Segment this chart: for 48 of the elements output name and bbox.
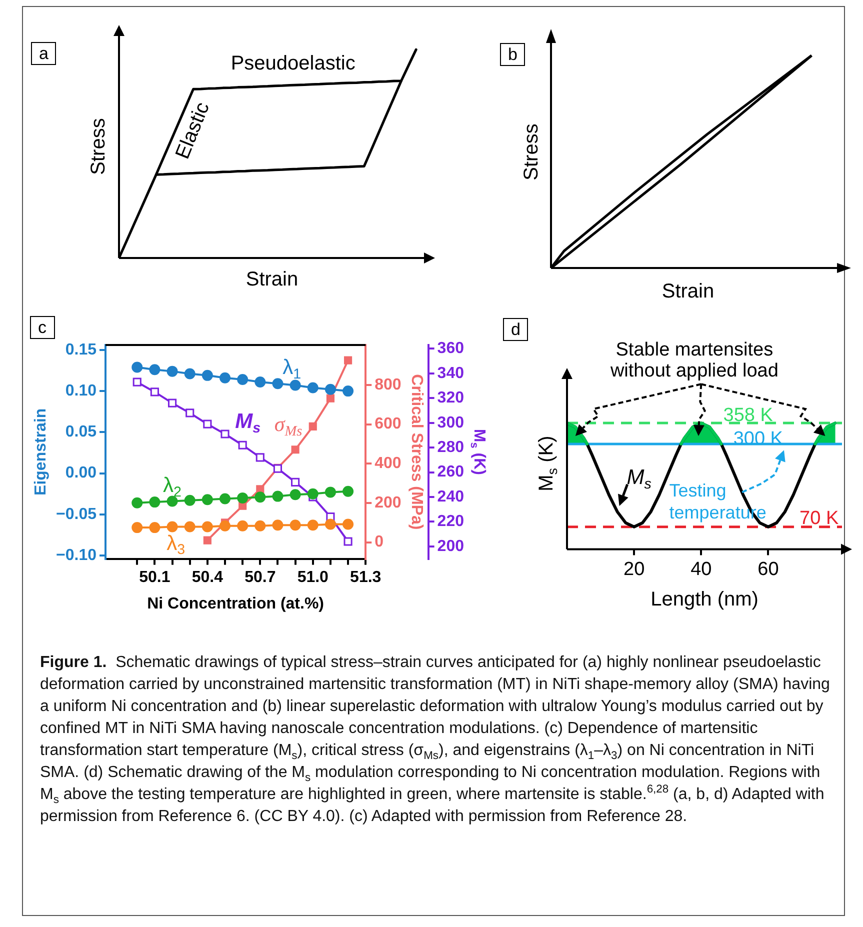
text: Figure 1. [40,654,107,671]
y3-tick-label: 320 [437,390,464,407]
y3-tick-label: 360 [437,340,464,358]
x-tick-label: 50.4 [192,568,224,586]
x-axis-title: Ni Concentration (at.%) [147,595,324,612]
y3-tick-label: 280 [437,438,464,456]
x-tick-label: 40 [690,558,712,580]
y3-tick-label: 260 [437,464,464,481]
annotation: Elastic [172,99,214,162]
x-tick-label: 51.3 [350,568,382,586]
y-axis-title: Ms (K) [536,436,560,492]
chart-title: d [503,318,528,341]
x-axis-title: Length (nm) [650,588,758,611]
y2-axis-title: Critical Stress (MPa) [408,374,425,530]
chart-title: c [30,316,54,339]
y2-tick-label: 0 [374,534,384,551]
y-axis-title: Eigenstrain [32,408,50,496]
y-tick-label: 0.10 [65,382,97,400]
text: Stress [520,123,544,180]
text: b [500,43,526,66]
y-tick-label: −0.10 [56,546,97,564]
y3-axis-title: Ms (K) [468,428,488,475]
y3-tick-label: 200 [437,538,464,555]
y3-tick-label: 220 [437,513,464,530]
y2-tick-label: 800 [374,376,402,394]
y2-tick-label: 200 [374,494,402,512]
x-tick-label: 50.7 [244,568,276,586]
y-tick-label: 0.00 [65,464,97,482]
x-tick-label: 50.1 [139,568,170,586]
x-axis-title: Strain [246,268,298,291]
ref-line-label: 70 K [800,508,839,530]
chart-title: a [31,42,56,65]
text: Strain [662,280,714,304]
y3-tick-label: 340 [437,364,464,382]
x-tick-label: 60 [758,558,779,580]
y3-tick-label: 240 [437,488,464,506]
y-tick-label: −0.05 [56,506,97,523]
y-axis-title: Stress [88,118,110,175]
ref-line-label: 358 K [723,405,774,426]
y-tick-label: 0.05 [65,424,97,441]
y-tick-label: 0.15 [65,341,97,358]
y3-tick-label: 300 [437,414,464,432]
x-tick-label: 20 [624,558,645,580]
y2-tick-label: 600 [374,416,402,433]
x-tick-label: 51.0 [297,568,329,586]
annotation: Pseudoelastic [230,52,356,75]
annotation: Stable martensites without applied load [609,339,778,382]
y2-tick-label: 400 [374,455,402,472]
